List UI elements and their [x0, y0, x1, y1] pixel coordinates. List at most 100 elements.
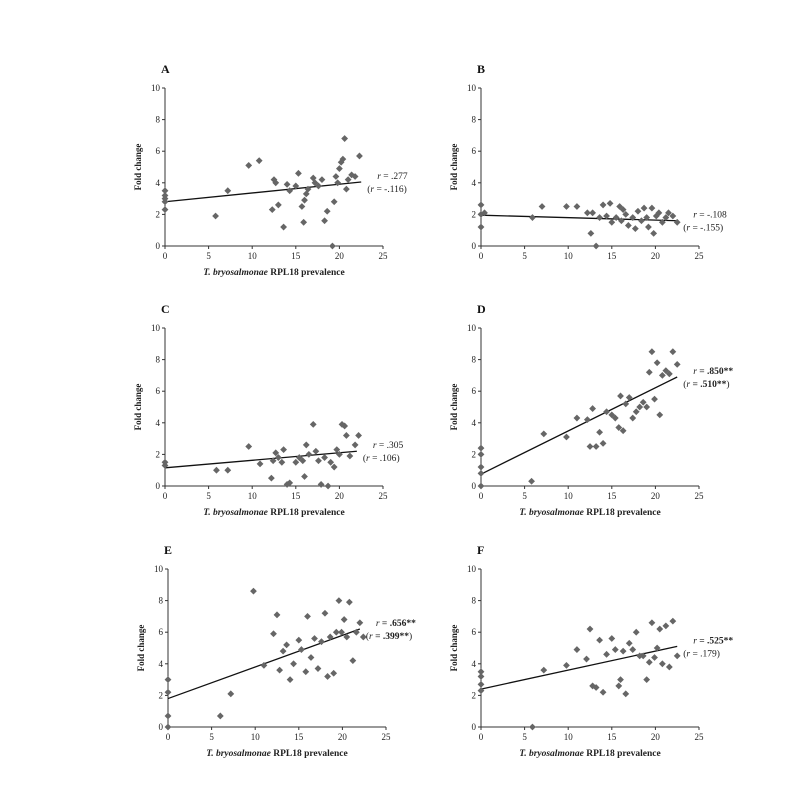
data-point [645, 223, 652, 231]
data-point [278, 458, 286, 466]
data-point [528, 477, 535, 485]
scatter-panel-d: D 0 2 4 6 8 10 0 5 10 15 20 25 Fold change T. bryosalm… [449, 302, 733, 518]
data-point [573, 414, 581, 422]
panel-label: E [164, 543, 172, 557]
data-point [255, 157, 263, 165]
data-point [332, 173, 340, 180]
data-point [611, 646, 619, 653]
y-tick-label: 8 [159, 596, 164, 606]
annotation-open-paren: ( [683, 379, 686, 390]
annotation-rho-symbol: r [370, 185, 374, 195]
panel-label: D [477, 302, 486, 316]
annotation-close-paren: ) [726, 379, 729, 390]
x-tick-label: 10 [564, 491, 574, 501]
data-point [639, 652, 647, 660]
data-point [645, 658, 653, 666]
data-point [629, 214, 637, 221]
data-point [596, 214, 603, 221]
y-tick-label: 2 [472, 209, 477, 219]
y-tick-label: 6 [156, 386, 161, 396]
scatter-panel-c: C 0 2 4 6 8 10 0 5 10 15 20 25 Fold change T. bryosalm… [133, 302, 404, 518]
annotation-rho-symbol: r [686, 224, 690, 234]
x-tick-label: 15 [607, 491, 617, 501]
x-tick-label: 20 [338, 732, 348, 742]
data-point [658, 660, 666, 668]
y-tick-label: 8 [472, 355, 477, 365]
data-point [477, 673, 485, 680]
data-point [302, 441, 310, 449]
x-axis-label-species: T. bryosalmonae [203, 508, 270, 518]
data-point [648, 348, 656, 356]
data-point [332, 628, 340, 636]
x-tick-label: 0 [163, 251, 168, 261]
data-point [349, 657, 357, 665]
data-point [280, 446, 287, 454]
data-point [653, 359, 661, 367]
data-point [625, 394, 633, 401]
x-axis-label-measure: RPL18 prevalence [586, 508, 661, 518]
data-point [619, 647, 627, 655]
y-tick-label: 0 [472, 241, 477, 251]
x-tick-label: 0 [163, 491, 168, 501]
data-point [529, 214, 536, 221]
y-tick-label: 0 [159, 722, 164, 732]
y-tick-label: 0 [156, 481, 161, 491]
annotation-r-value: = .525** [697, 636, 734, 646]
data-point [563, 433, 570, 441]
data-point [298, 646, 305, 653]
data-point [342, 432, 350, 439]
data-point [651, 654, 658, 661]
y-tick-label: 10 [154, 564, 164, 574]
x-tick-label: 5 [206, 251, 211, 261]
x-tick-label: 5 [209, 732, 214, 742]
y-tick-label: 8 [472, 596, 477, 606]
data-point [314, 665, 322, 672]
y-tick-label: 4 [156, 418, 161, 428]
data-point [639, 398, 647, 406]
data-point [318, 638, 325, 646]
regression-line [164, 450, 357, 469]
data-point [587, 229, 595, 237]
data-point [321, 609, 329, 617]
panel-label: B [477, 62, 485, 76]
y-tick-label: 10 [467, 323, 477, 333]
data-point [321, 217, 328, 225]
data-point [632, 408, 640, 416]
data-point [161, 192, 169, 199]
data-point [224, 187, 232, 195]
y-tick-label: 10 [467, 83, 477, 93]
data-point [643, 676, 651, 683]
data-point [673, 652, 681, 660]
x-tick-label: 10 [564, 732, 574, 742]
data-point [612, 214, 620, 221]
annotation-rho: (r = .179) [683, 648, 720, 659]
data-point [340, 616, 348, 623]
data-point [651, 395, 658, 403]
annotation-rho-value: = .399** [373, 632, 410, 642]
annotation-open-paren: ( [683, 223, 686, 234]
data-point [592, 443, 600, 450]
annotation-rho-symbol: r [369, 632, 373, 642]
data-point [586, 625, 594, 633]
data-point [346, 452, 354, 460]
data-point [477, 211, 485, 218]
x-axis-label-species: T. bryosalmonae [203, 268, 270, 278]
y-tick-label: 6 [472, 146, 477, 156]
data-point [339, 155, 347, 163]
annotation-close-paren: ) [409, 631, 412, 642]
x-tick-label: 20 [335, 251, 345, 261]
y-axis-label: Fold change [133, 144, 143, 191]
data-point [583, 209, 591, 217]
x-tick-label: 5 [206, 491, 211, 501]
data-point [599, 439, 607, 447]
data-point [477, 444, 485, 452]
data-point [617, 217, 625, 225]
data-point [477, 451, 485, 458]
data-point [286, 187, 294, 195]
x-axis-label: T. bryosalmonae RPL18 prevalence [519, 749, 660, 759]
data-point [481, 209, 488, 217]
data-point [656, 411, 664, 419]
data-point [292, 182, 300, 190]
data-point [563, 203, 570, 210]
